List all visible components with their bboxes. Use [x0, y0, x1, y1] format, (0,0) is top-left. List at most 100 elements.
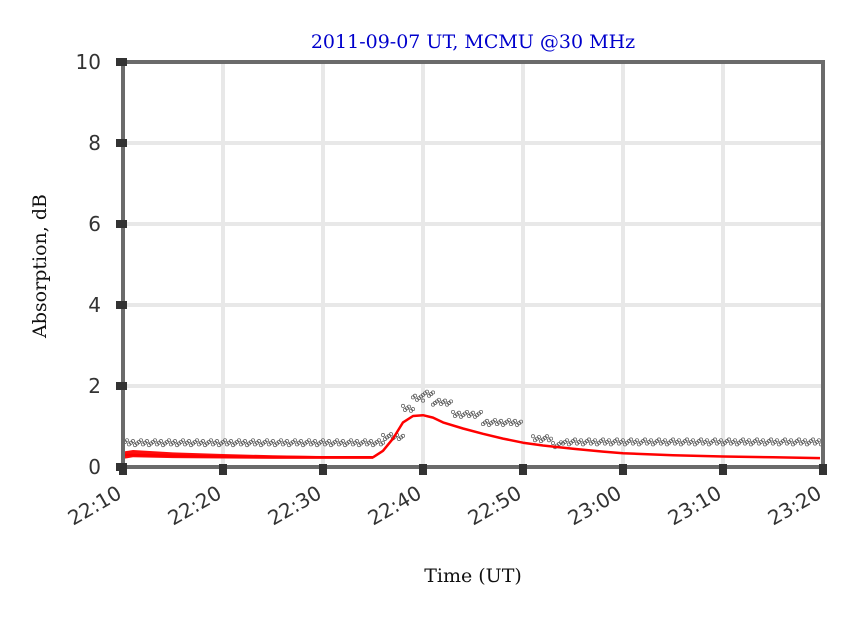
- y-axis-label: Absorption, dB: [29, 194, 51, 339]
- measured-point: [531, 434, 535, 439]
- measured-point: [699, 437, 703, 442]
- measured-point: [413, 393, 417, 398]
- measured-point: [187, 439, 191, 444]
- measured-point: [565, 438, 569, 443]
- measured-point: [551, 441, 555, 446]
- measured-point: [125, 438, 129, 443]
- measured-point: [381, 440, 385, 445]
- measured-point: [775, 438, 779, 443]
- measured-point: [761, 438, 765, 443]
- measured-point: [671, 437, 675, 442]
- measured-point: [465, 409, 469, 414]
- measured-point: [629, 437, 633, 442]
- x-tick-label: 22:10: [64, 481, 126, 531]
- measured-point: [279, 438, 283, 443]
- measured-point: [733, 438, 737, 443]
- y-tick-label: 10: [76, 50, 101, 74]
- measured-point: [587, 437, 591, 442]
- measured-point: [201, 439, 205, 444]
- measured-point: [593, 438, 597, 443]
- measured-point: [573, 437, 577, 442]
- plot-frame: [121, 60, 825, 469]
- measured-point: [209, 438, 213, 443]
- measured-point: [685, 437, 689, 442]
- y-tick-mark: [116, 139, 127, 147]
- measured-point: [783, 437, 787, 442]
- measured-point: [299, 439, 303, 444]
- x-tick-label: 22:40: [364, 481, 426, 531]
- measured-point: [145, 439, 149, 444]
- measured-point: [621, 438, 625, 443]
- x-tick-mark: [819, 464, 827, 475]
- measured-point: [341, 439, 345, 444]
- x-tick-mark: [419, 464, 427, 475]
- measured-point: [493, 418, 497, 422]
- measured-point: [173, 439, 177, 444]
- measured-point: [451, 409, 455, 414]
- measured-point: [377, 438, 381, 443]
- measured-point: [549, 436, 553, 441]
- x-tick-mark: [619, 464, 627, 475]
- measured-point: [313, 439, 317, 444]
- measured-point: [437, 397, 441, 402]
- x-tick-label: 22:50: [464, 481, 526, 531]
- measured-point: [401, 403, 405, 408]
- measured-point: [431, 390, 435, 395]
- x-tick-mark: [519, 464, 527, 475]
- measured-point: [755, 437, 759, 442]
- measured-point: [691, 438, 695, 443]
- measured-point: [449, 399, 453, 404]
- measured-point: [293, 438, 297, 443]
- measured-point: [677, 438, 681, 443]
- measured-point: [321, 438, 325, 443]
- x-tick-mark: [119, 464, 127, 475]
- measured-point: [797, 437, 801, 442]
- measured-point: [457, 410, 461, 415]
- measured-point: [265, 438, 269, 443]
- measured-point: [741, 437, 745, 442]
- measured-point: [369, 439, 373, 444]
- measured-point: [251, 438, 255, 443]
- model-absorption-line: [122, 413, 821, 460]
- measured-point: [789, 438, 793, 443]
- measured-point: [499, 418, 503, 423]
- y-tick-mark: [116, 58, 127, 66]
- measured-point: [607, 438, 611, 443]
- measured-point: [443, 398, 447, 403]
- measured-point: [257, 439, 261, 444]
- measured-point: [803, 438, 807, 443]
- measured-point: [285, 439, 289, 444]
- measured-point: [425, 389, 429, 394]
- measured-points: [121, 389, 823, 450]
- measured-point: [601, 437, 605, 442]
- measured-point: [131, 439, 135, 444]
- measured-point: [407, 404, 411, 409]
- measured-point: [223, 438, 227, 443]
- measured-point: [271, 439, 275, 444]
- measured-point: [719, 438, 723, 443]
- measured-point: [663, 438, 667, 443]
- x-tick-label: 22:20: [164, 481, 226, 531]
- measured-point: [327, 439, 331, 444]
- x-tick-label: 23:10: [664, 481, 726, 531]
- measured-point: [713, 437, 717, 442]
- y-tick-label: 2: [88, 374, 101, 398]
- y-tick-mark: [116, 220, 127, 228]
- measured-point: [389, 432, 393, 437]
- measured-point: [153, 438, 157, 443]
- x-axis-label: Time (UT): [424, 565, 522, 587]
- measured-point: [421, 398, 425, 403]
- x-tick-label: 23:00: [564, 481, 626, 531]
- measured-point: [381, 433, 385, 437]
- measured-point: [657, 437, 661, 442]
- measured-point: [513, 418, 517, 423]
- measured-point: [507, 418, 511, 422]
- measured-point: [727, 437, 731, 442]
- measured-point: [747, 438, 751, 443]
- measured-point: [471, 410, 475, 415]
- measured-point: [195, 438, 199, 443]
- measured-point: [181, 438, 185, 443]
- measured-point: [237, 438, 241, 443]
- measured-point: [335, 438, 339, 443]
- measured-point: [229, 439, 233, 444]
